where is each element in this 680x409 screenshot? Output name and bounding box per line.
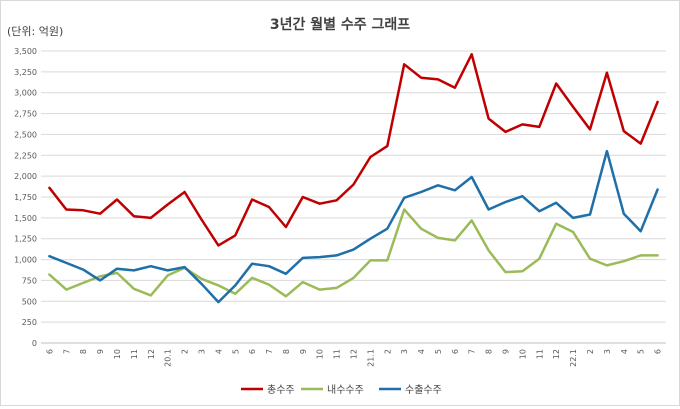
x-tick-label: 9	[502, 349, 511, 354]
legend: 총수주 내수수주 수출수주	[241, 384, 442, 396]
x-tick-label: 11	[333, 349, 342, 359]
unit-label: (단위: 억원)	[7, 25, 63, 38]
x-tick-label: 7	[62, 349, 71, 354]
y-tick-label: 3,000	[14, 89, 37, 98]
y-tick-label: 2,500	[14, 130, 37, 139]
y-tick-label: 2,750	[14, 110, 37, 119]
x-tick-label: 12	[552, 349, 561, 359]
series-line-2	[48, 208, 659, 298]
y-tick-label: 750	[22, 276, 37, 285]
x-tick-label: 6	[654, 349, 663, 354]
legend-label: 총수주	[267, 384, 295, 396]
x-tick-label: 20.1	[164, 349, 173, 367]
x-tick-label: 4	[620, 349, 629, 354]
x-axis-ticks: 6 7 8 9 10 11 12 20.1 2 3 4 5 6 7 8 9 10 11 12 21.1 2 3 4 5 6 7 8 9…	[45, 349, 662, 367]
x-tick-label: 2	[586, 349, 595, 354]
x-tick-label: 5	[434, 349, 443, 354]
y-tick-label: 3,250	[14, 68, 37, 77]
y-tick-label: 3,500	[14, 47, 37, 56]
legend-label: 내수수주	[327, 384, 364, 396]
x-tick-label: 21.1	[366, 349, 375, 367]
x-tick-label: 12	[147, 349, 156, 359]
x-tick-label: 6	[248, 349, 257, 354]
y-tick-label: 250	[22, 318, 37, 327]
x-tick-label: 10	[113, 349, 122, 359]
x-tick-label: 3	[603, 349, 612, 354]
series-line-3	[48, 149, 659, 304]
x-tick-label: 5	[637, 349, 646, 354]
gridlines	[41, 50, 666, 344]
x-tick-label: 3	[400, 349, 409, 354]
y-tick-label: 1,500	[14, 214, 37, 223]
y-axis-ticks: 0 250 500 750 1,000 1,250 1,500 1,750 2,000 2,250…	[14, 47, 37, 348]
x-tick-label: 5	[231, 349, 240, 354]
x-tick-label: 2	[181, 349, 190, 354]
x-tick-label: 4	[214, 349, 223, 354]
y-tick-label: 1,250	[14, 235, 37, 244]
chart-title: 3년간 월별 수주 그래프	[270, 16, 410, 33]
y-tick-label: 500	[22, 297, 37, 306]
x-tick-label: 10	[316, 349, 325, 359]
x-tick-label: 2	[383, 349, 392, 354]
x-tick-label: 9	[96, 349, 105, 354]
y-tick-label: 1,750	[14, 193, 37, 202]
x-tick-label: 11	[130, 349, 139, 359]
x-tick-label: 10	[518, 349, 527, 359]
y-tick-label: 1,000	[14, 256, 37, 265]
x-tick-label: 9	[299, 349, 308, 354]
x-tick-label: 7	[468, 349, 477, 354]
y-tick-label: 0	[32, 339, 37, 348]
x-tick-label: 3	[197, 349, 206, 354]
y-tick-label: 2,000	[14, 172, 37, 181]
series-lines	[48, 53, 659, 304]
x-tick-label: 8	[282, 349, 291, 354]
x-tick-label: 6	[45, 349, 54, 354]
x-tick-label: 6	[451, 349, 460, 354]
x-tick-label: 7	[265, 349, 274, 354]
x-tick-label: 4	[417, 349, 426, 354]
x-tick-label: 22.1	[569, 349, 578, 367]
series-line-1	[48, 53, 659, 247]
x-tick-label: 8	[485, 349, 494, 354]
x-tick-label: 8	[79, 349, 88, 354]
x-tick-label: 12	[350, 349, 359, 359]
y-tick-label: 2,250	[14, 151, 37, 160]
legend-label: 수출수주	[405, 384, 442, 396]
x-tick-label: 11	[535, 349, 544, 359]
